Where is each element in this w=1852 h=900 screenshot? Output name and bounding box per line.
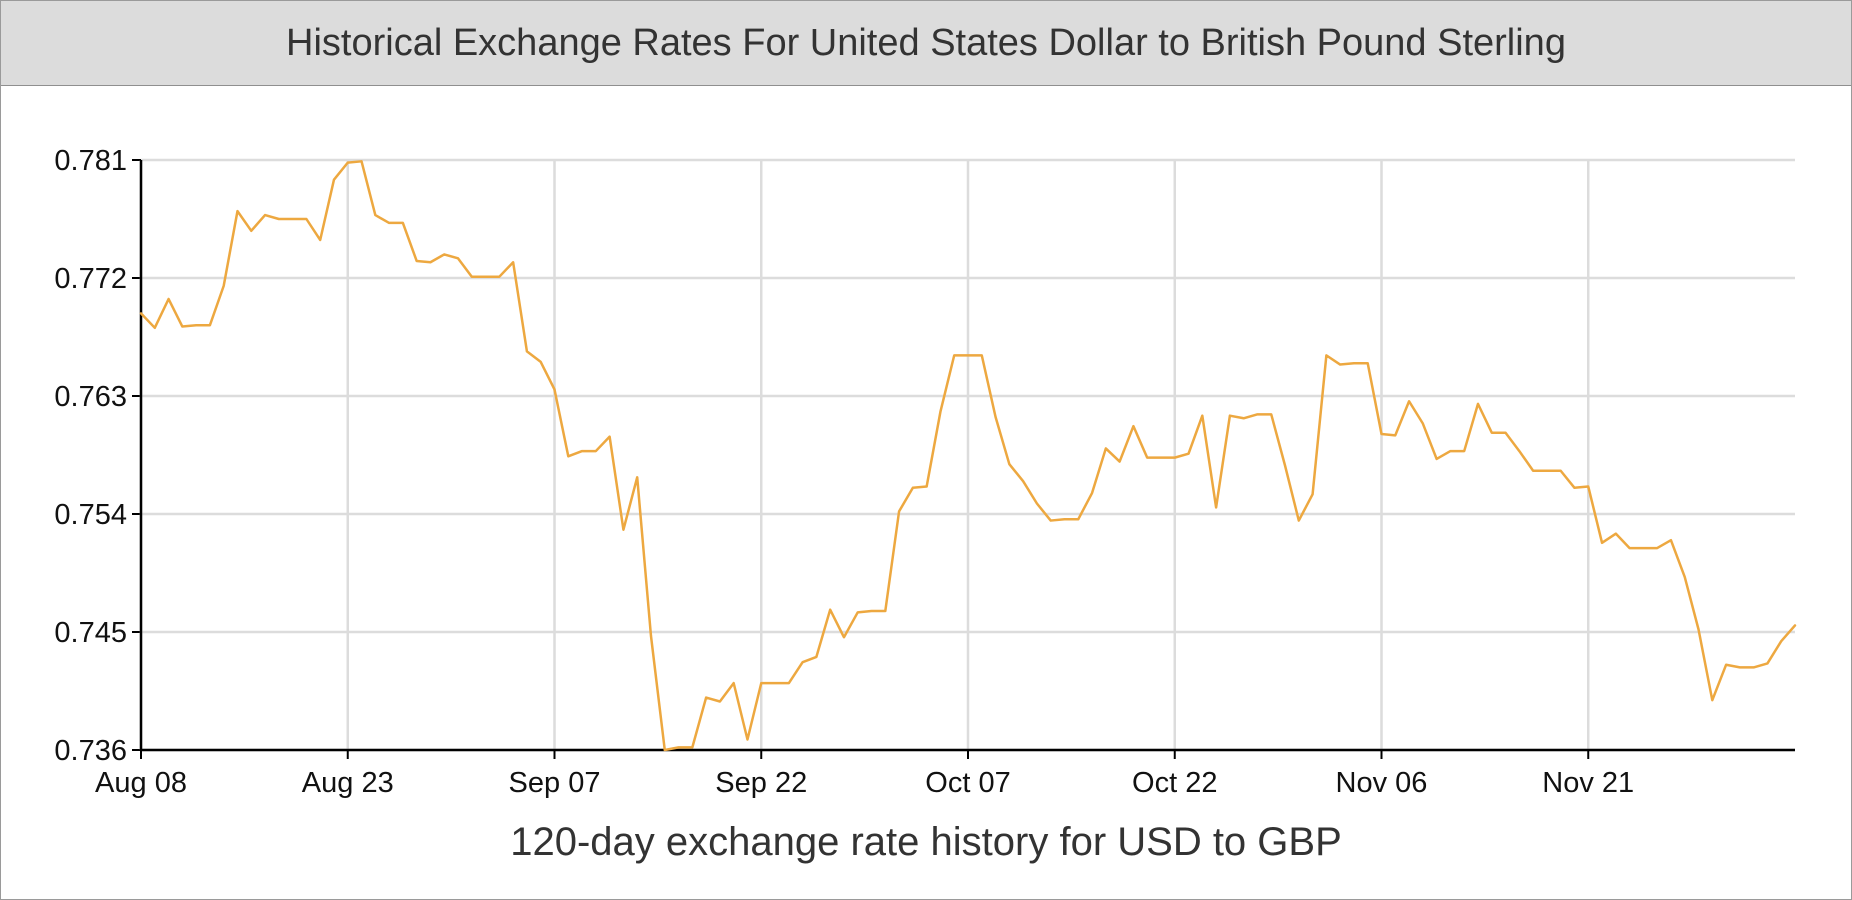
y-tick-label: 0.754 [54, 499, 127, 531]
y-tick-label: 0.772 [54, 263, 127, 295]
x-tick-label: Oct 22 [1132, 767, 1217, 799]
x-tick-label: Sep 22 [715, 767, 807, 799]
y-tick-label: 0.763 [54, 381, 127, 413]
x-tick-label: Sep 07 [509, 767, 601, 799]
series-line-usd-gbp [139, 160, 1797, 752]
chart-header: Historical Exchange Rates For United Sta… [1, 1, 1851, 86]
x-tick-label: Nov 06 [1336, 767, 1428, 799]
y-tick-label: 0.745 [54, 617, 127, 649]
x-tick-label: Nov 21 [1542, 767, 1634, 799]
x-tick-label: Aug 08 [95, 767, 187, 799]
chart-title: Historical Exchange Rates For United Sta… [286, 21, 1566, 64]
x-tick-label: Aug 23 [302, 767, 394, 799]
x-tick-label: Oct 07 [925, 767, 1010, 799]
y-tick-label: 0.736 [54, 735, 127, 767]
y-tick-label: 0.781 [54, 145, 127, 177]
chart-caption: 120-day exchange rate history for USD to… [510, 820, 1342, 864]
